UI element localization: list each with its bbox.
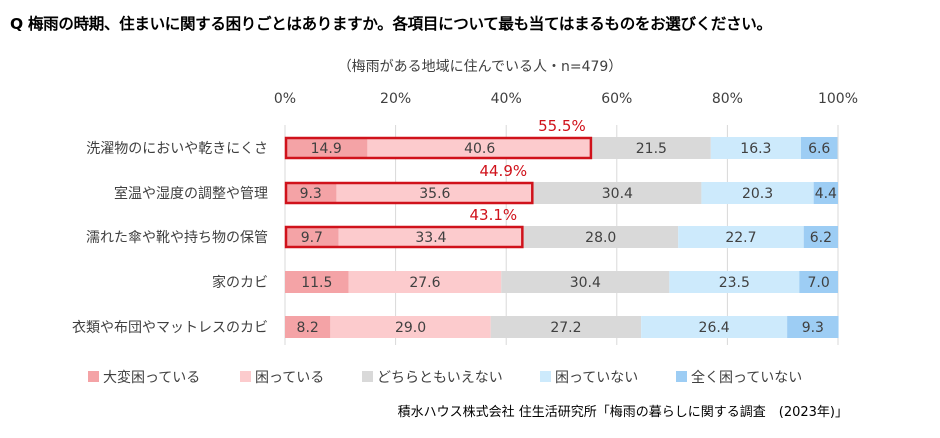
legend-swatch [362, 371, 373, 382]
legend-swatch [540, 371, 551, 382]
data-label: 23.5 [719, 275, 750, 291]
bar-segment [701, 182, 814, 204]
bar-segment [787, 316, 839, 338]
bar-segment [501, 271, 670, 293]
data-label: 6.6 [808, 141, 830, 157]
data-label: 27.2 [550, 320, 581, 336]
category-label: 衣類や布団やマットレスのカビ [72, 320, 268, 336]
category-label: 室温や湿度の調整や管理 [114, 185, 268, 202]
data-label: 21.5 [636, 141, 667, 157]
bar-segment [348, 271, 502, 293]
data-label: 30.4 [570, 275, 601, 291]
data-label: 8.2 [297, 320, 319, 336]
data-label: 26.4 [699, 320, 730, 336]
legend-label: どちらともいえない [377, 370, 503, 386]
x-tick-label: 20% [380, 91, 411, 107]
legend-label: 全く困っていない [691, 369, 802, 386]
data-label: 28.0 [585, 230, 616, 246]
x-tick-label: 80% [712, 91, 743, 107]
bar-segment [338, 226, 524, 248]
legend-label: 困っている [255, 370, 324, 386]
highlight-box [284, 225, 524, 249]
bar-segment [813, 182, 838, 204]
legend-label: 大変困っている [103, 369, 200, 386]
x-tick-label: 60% [601, 91, 632, 107]
source-note: 積水ハウス株式会社 住生活研究所「梅雨の暮らしに関する調査 (2023年)」 [397, 405, 848, 420]
legend-swatch [240, 371, 251, 382]
bar-segment [285, 271, 349, 293]
bar-segment [523, 226, 679, 248]
bar-segment [533, 182, 702, 204]
category-label: 濡れた傘や靴や持ち物の保管 [86, 230, 268, 246]
bar-segment [490, 316, 642, 338]
highlight-label: 43.1% [470, 206, 518, 224]
bar-segment [641, 316, 788, 338]
data-label: 27.6 [409, 275, 440, 291]
highlight-label: 55.5% [538, 117, 586, 135]
bar-segment [669, 271, 800, 293]
bar-segment [710, 137, 801, 159]
bar-segment [800, 137, 838, 159]
data-label: 9.7 [301, 230, 323, 246]
bar-segment [678, 226, 804, 248]
bar-segment [285, 182, 337, 204]
legend-label: 困っていない [555, 370, 638, 386]
data-label: 6.2 [810, 230, 832, 246]
data-label: 29.0 [395, 320, 426, 336]
bar-segment [803, 226, 838, 248]
bar-segment [285, 316, 331, 338]
chart-subtitle: （梅雨がある地域に住んでいる人・n=479） [337, 59, 623, 75]
data-label: 33.4 [415, 230, 446, 246]
x-tick-label: 100% [818, 91, 858, 107]
bar-segment [285, 226, 339, 248]
data-label: 9.3 [300, 186, 322, 202]
bar-segment [285, 137, 368, 159]
x-tick-label: 0% [274, 91, 296, 107]
bar-segment [591, 137, 711, 159]
data-label: 11.5 [301, 275, 332, 291]
bar-segment [799, 271, 838, 293]
data-label: 22.7 [725, 230, 756, 246]
data-label: 35.6 [419, 186, 450, 202]
legend-swatch [88, 371, 99, 382]
data-label: 7.0 [808, 275, 830, 291]
highlight-box [284, 136, 593, 160]
category-label: 洗濯物のにおいや乾きにくさ [86, 141, 268, 157]
chart-title: Q 梅雨の時期、住まいに関する困りごとはありますか。各項目について最も当てはまる… [10, 15, 772, 33]
data-label: 9.3 [802, 320, 824, 336]
highlight-label: 44.9% [479, 162, 527, 180]
data-label: 30.4 [602, 186, 633, 202]
data-label: 4.4 [815, 186, 837, 202]
data-label: 40.6 [464, 141, 495, 157]
highlight-box [284, 181, 534, 205]
bar-segment [367, 137, 592, 159]
bar-segment [336, 182, 534, 204]
bar-segment [330, 316, 491, 338]
legend-swatch [676, 371, 687, 382]
x-tick-label: 40% [491, 91, 522, 107]
data-label: 16.3 [740, 141, 771, 157]
data-label: 14.9 [311, 141, 342, 157]
data-label: 20.3 [742, 186, 773, 202]
category-label: 家のカビ [212, 274, 268, 291]
